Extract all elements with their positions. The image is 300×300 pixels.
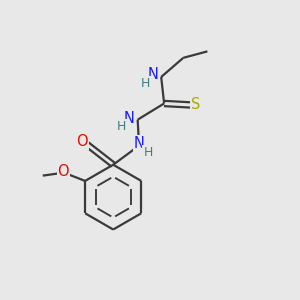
Text: N: N [148, 67, 158, 82]
Text: O: O [58, 164, 69, 179]
Text: S: S [191, 98, 201, 112]
Text: H: H [140, 77, 150, 90]
Text: H: H [117, 120, 126, 133]
Text: H: H [143, 146, 153, 159]
Text: O: O [76, 134, 88, 149]
Text: N: N [134, 136, 145, 151]
Text: N: N [124, 111, 135, 126]
